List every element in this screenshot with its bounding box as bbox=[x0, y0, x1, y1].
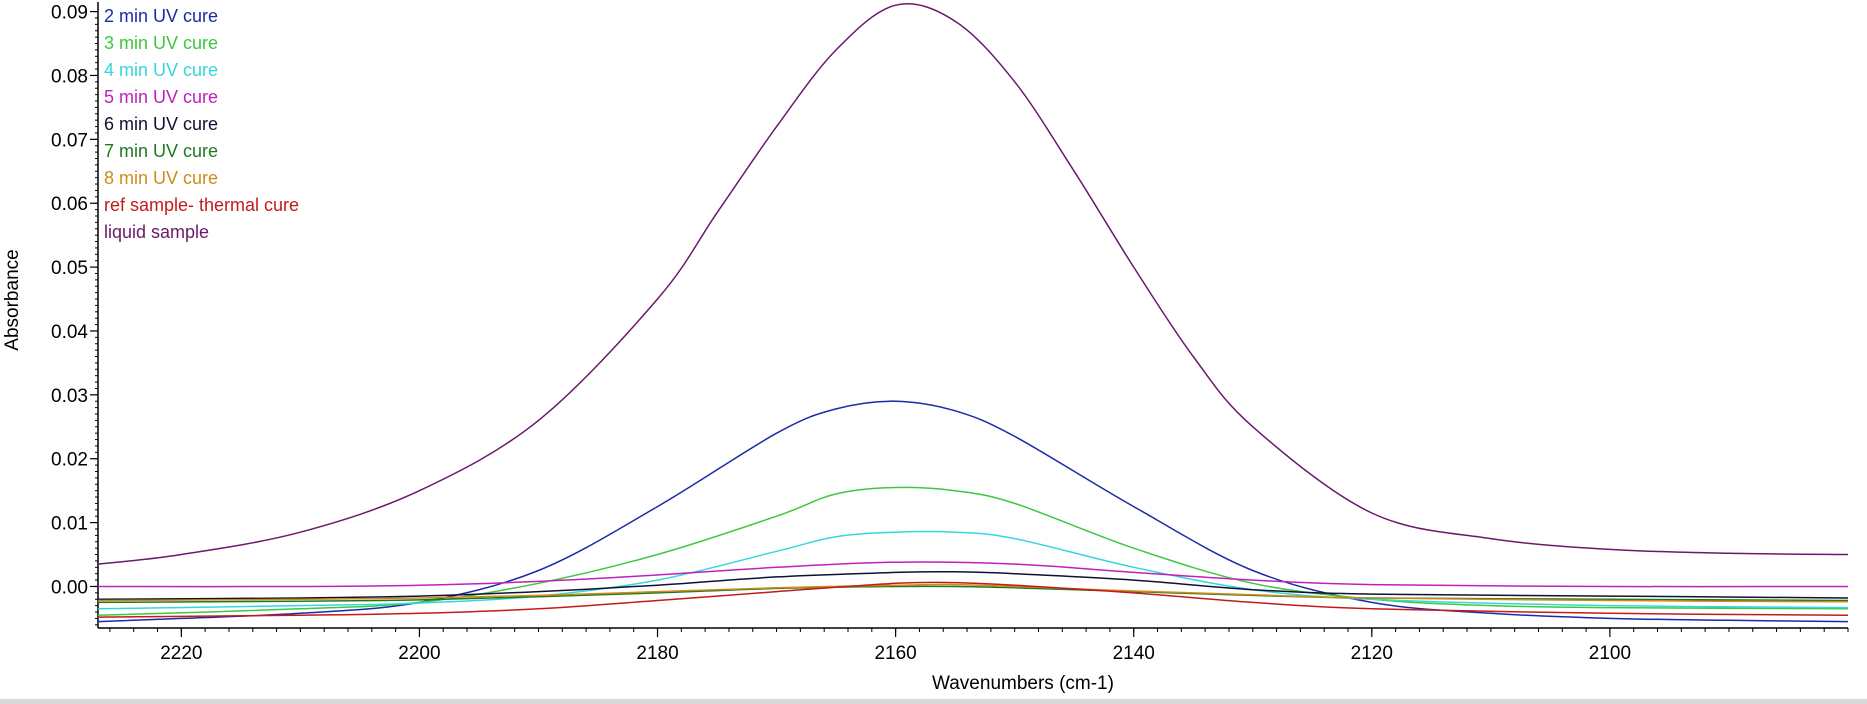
series-line-5-min-uv-cure bbox=[97, 561, 1849, 588]
series-line-4-min-uv-cure bbox=[97, 530, 1849, 610]
legend-entry-7-min-uv-cure: 7 min UV cure bbox=[104, 141, 218, 161]
y-tick-label: 0.04 bbox=[51, 322, 88, 343]
y-axis-title: Absorbance bbox=[2, 249, 23, 350]
x-axis-title: Wavenumbers (cm-1) bbox=[932, 673, 1114, 694]
legend-entry-liquid-sample: liquid sample bbox=[104, 222, 209, 242]
legend-entry-8-min-uv-cure: 8 min UV cure bbox=[104, 168, 218, 188]
legend: 2 min UV cure 3 min UV cure 4 min UV cure 5… bbox=[104, 6, 299, 242]
legend-entry-2-min-uv-cure: 2 min UV cure bbox=[104, 6, 218, 26]
x-tick-label: 2200 bbox=[398, 643, 440, 664]
series-line-8-min-uv-cure bbox=[97, 583, 1849, 603]
y-tick-label: 0.02 bbox=[51, 450, 88, 471]
x-tick-label: 2140 bbox=[1113, 643, 1155, 664]
series-line-liquid-sample bbox=[97, 3, 1849, 565]
y-tick-label: 0.09 bbox=[51, 3, 88, 24]
y-tick-label: 0.07 bbox=[51, 130, 88, 151]
y-tick-label: 0.06 bbox=[51, 194, 88, 215]
x-tick-label: 2120 bbox=[1351, 643, 1393, 664]
y-tick-label: 0.03 bbox=[51, 386, 88, 407]
series-line-6-min-uv-cure bbox=[97, 570, 1849, 601]
legend-entry-3-min-uv-cure: 3 min UV cure bbox=[104, 33, 218, 53]
legend-entry-6-min-uv-cure: 6 min UV cure bbox=[104, 114, 218, 134]
x-tick-label: 2180 bbox=[636, 643, 678, 664]
series-line-ref-sample-thermal-cure bbox=[97, 581, 1849, 618]
y-tick-label: 0.00 bbox=[51, 577, 88, 598]
y-tick-label: 0.01 bbox=[51, 514, 88, 535]
y-axis-ticks: 0.00 0.01 0.02 0.03 0.04 0.05 0.06 0.07 0.08 0.09 bbox=[51, 3, 98, 626]
x-tick-label: 2100 bbox=[1589, 643, 1631, 664]
plot-frame bbox=[97, 2, 1848, 629]
legend-entry-ref-sample-thermal-cure: ref sample- thermal cure bbox=[104, 195, 299, 215]
legend-entry-5-min-uv-cure: 5 min UV cure bbox=[104, 87, 218, 107]
x-tick-label: 2220 bbox=[160, 643, 202, 664]
series-layer bbox=[97, 3, 1849, 623]
window-bottom-edge bbox=[0, 699, 1867, 704]
legend-entry-4-min-uv-cure: 4 min UV cure bbox=[104, 60, 218, 80]
y-tick-label: 0.08 bbox=[51, 66, 88, 87]
series-line-2-min-uv-cure bbox=[97, 400, 1849, 623]
x-tick-label: 2160 bbox=[874, 643, 916, 664]
y-tick-label: 0.05 bbox=[51, 258, 88, 279]
x-axis-ticks: 2220 2200 2180 2160 2140 2120 2100 bbox=[109, 628, 1849, 664]
